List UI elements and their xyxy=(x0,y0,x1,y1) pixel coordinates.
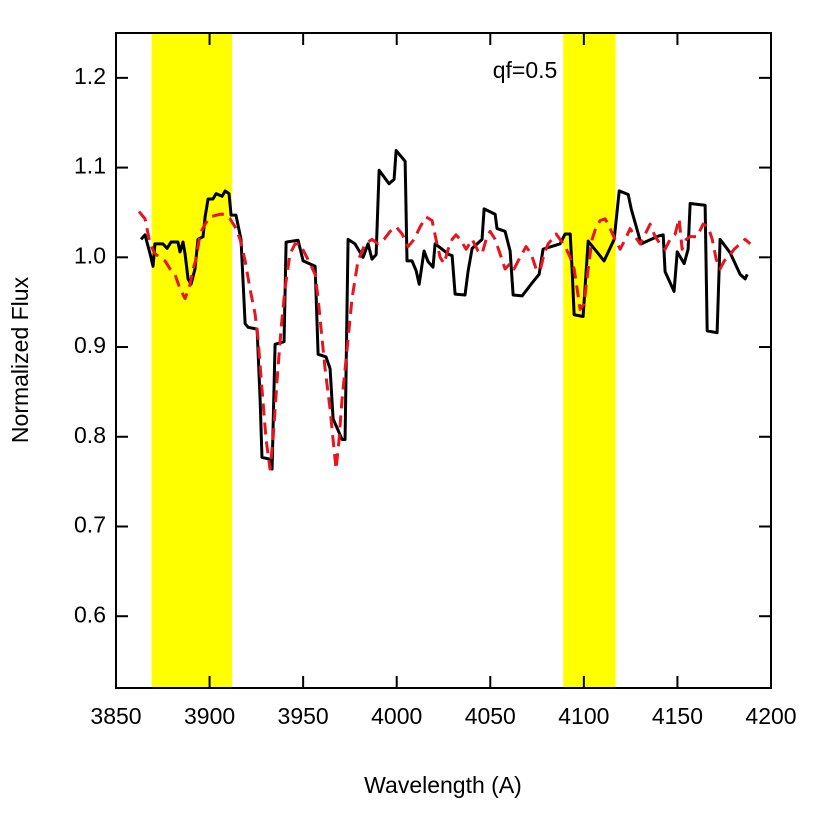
shaded-region xyxy=(151,33,233,688)
y-tick-label: 0.9 xyxy=(74,332,106,358)
x-tick-label: 4200 xyxy=(745,703,796,729)
x-tick-label: 3950 xyxy=(278,703,329,729)
annotation: qf=0.5 xyxy=(493,57,558,83)
series-line xyxy=(139,149,749,471)
lines xyxy=(137,149,752,471)
ticks: 3850 3900 3950 4000 4050 4100 4150 4200 0.6 0.7 0.… xyxy=(74,33,797,729)
x-tick-label: 3850 xyxy=(90,703,141,729)
x-tick-label: 3900 xyxy=(184,703,235,729)
y-axis-label: Normalized Flux xyxy=(7,276,33,443)
shaded-regions xyxy=(151,33,616,688)
plot-frame xyxy=(115,32,772,689)
x-tick-label: 4150 xyxy=(652,703,703,729)
shaded-region xyxy=(563,33,616,688)
series-line xyxy=(137,210,752,471)
x-tick-label: 4000 xyxy=(371,703,422,729)
y-tick-label: 1.2 xyxy=(74,63,106,89)
x-axis-label: Wavelength (A) xyxy=(364,772,522,798)
y-tick-label: 0.7 xyxy=(74,512,106,538)
x-tick-label: 4050 xyxy=(465,703,516,729)
y-tick-label: 1.1 xyxy=(74,153,106,179)
y-tick-label: 0.8 xyxy=(74,422,106,448)
x-tick-label: 4100 xyxy=(558,703,609,729)
y-tick-label: 0.6 xyxy=(74,601,106,627)
y-tick-label: 1.0 xyxy=(74,242,106,268)
